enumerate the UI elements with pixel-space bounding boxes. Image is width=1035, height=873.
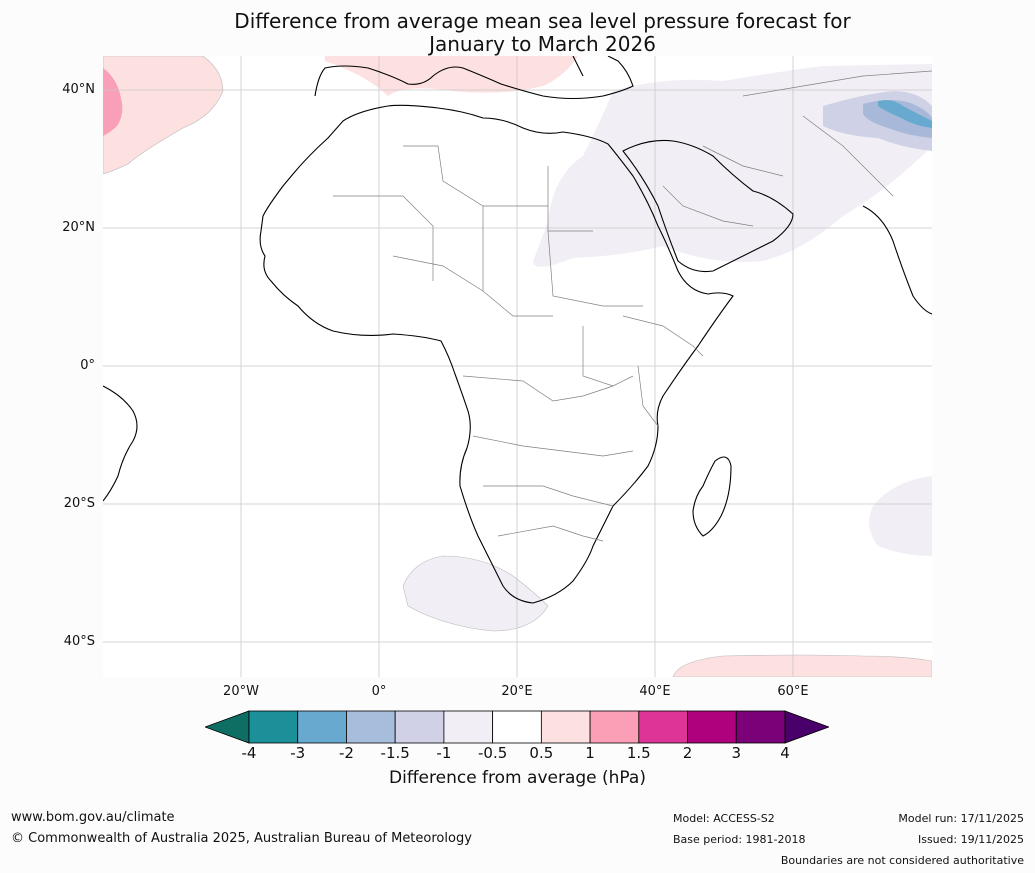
europe-coastline: [314, 56, 634, 100]
colorbar: [205, 710, 829, 744]
colorbar-segment: [492, 710, 542, 744]
coastlines: [103, 56, 932, 604]
lat-label-equator: 0°: [80, 358, 95, 373]
colorbar-segment: [589, 710, 640, 744]
colorbar-tick-label: 0.5: [529, 744, 554, 762]
madagascar-coastline: [692, 456, 732, 537]
graticule: [103, 56, 932, 677]
lon-label-60e: 60°E: [777, 684, 809, 699]
lat-label-20s: 20°S: [63, 496, 95, 511]
colorbar-segment: [687, 710, 737, 744]
lat-label-20n: 20°N: [62, 220, 95, 235]
base-period: Base period: 1981-2018: [673, 833, 806, 846]
colorbar-tick-label: 3: [731, 744, 742, 762]
colorbar-segment: [297, 710, 347, 744]
lon-label-20w: 20°W: [223, 684, 259, 699]
colorbar-extend-low: [205, 710, 250, 744]
colorbar-tick-label: -4: [241, 744, 257, 762]
lon-label-20e: 20°E: [501, 684, 533, 699]
south-america-coastline: [103, 385, 138, 502]
issued-date: Issued: 19/11/2025: [917, 833, 1024, 846]
africa-coastline: [259, 104, 734, 604]
colorbar-extend-high: [784, 710, 829, 744]
colorbar-segment: [394, 710, 445, 744]
anomaly-positive-atlantic: [103, 56, 224, 175]
colorbar-segment: [346, 710, 396, 744]
colorbar-tick-label: -2: [338, 744, 354, 762]
colorbar-segment: [248, 710, 299, 744]
colorbar-tick-label: 1: [585, 744, 595, 762]
anomaly-shading: [103, 56, 932, 677]
map-title: Difference from average mean sea level p…: [0, 10, 1035, 56]
boundaries-disclaimer: Boundaries are not considered authoritat…: [780, 854, 1024, 867]
anomaly-negative-south-atlantic: [402, 555, 549, 632]
lon-label-40e: 40°E: [639, 684, 671, 699]
india-coastline: [862, 205, 932, 315]
colorbar-tick-label: -0.5: [477, 744, 508, 762]
colorbar-label: Difference from average (hPa): [389, 768, 646, 788]
anomaly-strong-positive-atlantic: [103, 68, 123, 136]
colorbar-tick-label: 1.5: [626, 744, 651, 762]
model-name: Model: ACCESS-S2: [673, 812, 775, 825]
colorbar-tick-label: -3: [290, 744, 306, 762]
arabia-coastline: [622, 139, 794, 273]
lat-label-40n: 40°N: [62, 82, 95, 97]
country-borders: [333, 70, 932, 542]
anomaly-positive-southern-ocean: [672, 654, 932, 677]
colorbar-segment: [443, 710, 494, 744]
model-run-date: Model run: 17/11/2025: [898, 812, 1024, 825]
anomaly-strong-negative-himalaya: [878, 100, 932, 128]
pressure-anomaly-map: [103, 56, 932, 677]
colorbar-segment: [735, 710, 786, 744]
copyright-notice: © Commonwealth of Australia 2025, Austra…: [11, 831, 472, 846]
colorbar-segment: [638, 710, 688, 744]
anomaly-negative-himalaya-inner: [863, 100, 932, 138]
colorbar-segment: [540, 710, 591, 744]
colorbar-tick-label: 4: [780, 744, 790, 762]
title-line-1: Difference from average mean sea level p…: [234, 9, 851, 33]
title-line-2: January to March 2026: [429, 32, 656, 56]
anomaly-positive-mediterranean: [325, 56, 578, 96]
lon-label-0: 0°: [371, 684, 387, 699]
website-link[interactable]: www.bom.gov.au/climate: [11, 810, 175, 825]
colorbar-tick-label: -1.5: [380, 744, 410, 762]
anomaly-negative-indian-ocean: [869, 476, 932, 556]
lat-label-40s: 40°S: [63, 634, 95, 649]
colorbar-tick-label: 2: [682, 744, 693, 762]
colorbar-tick-label: -1: [436, 744, 452, 762]
